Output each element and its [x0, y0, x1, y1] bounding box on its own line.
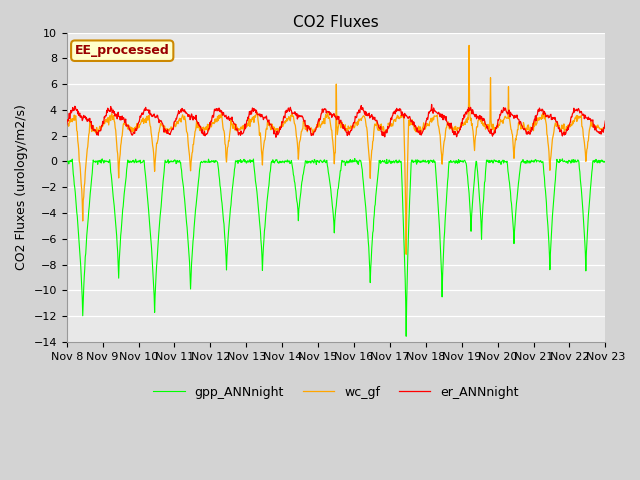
wc_gf	[465, 43, 473, 48]
er_ANNnight	[453, 132, 461, 138]
Legend: gpp_ANNnight, wc_gf, er_ANNnight: gpp_ANNnight, wc_gf, er_ANNnight	[148, 381, 524, 404]
Line: gpp_ANNnight: gpp_ANNnight	[67, 158, 605, 336]
wc_gf	[263, 127, 271, 132]
wc_gf	[568, 123, 575, 129]
Line: er_ANNnight: er_ANNnight	[67, 105, 605, 137]
gpp_ANNnight	[602, 158, 609, 164]
gpp_ANNnight	[403, 334, 410, 339]
Title: CO2 Fluxes: CO2 Fluxes	[293, 15, 379, 30]
Text: EE_processed: EE_processed	[75, 44, 170, 57]
wc_gf	[403, 252, 410, 257]
wc_gf	[452, 127, 460, 132]
gpp_ANNnight	[341, 158, 349, 164]
wc_gf	[205, 121, 213, 127]
gpp_ANNnight	[63, 158, 70, 164]
wc_gf	[63, 126, 70, 132]
er_ANNnight	[263, 117, 271, 122]
er_ANNnight	[205, 126, 213, 132]
er_ANNnight	[428, 102, 435, 108]
er_ANNnight	[568, 114, 575, 120]
Y-axis label: CO2 Fluxes (urology/m2/s): CO2 Fluxes (urology/m2/s)	[15, 104, 28, 270]
er_ANNnight	[341, 126, 349, 132]
er_ANNnight	[133, 124, 141, 130]
er_ANNnight	[272, 134, 280, 140]
gpp_ANNnight	[453, 158, 461, 164]
er_ANNnight	[63, 122, 70, 128]
Line: wc_gf: wc_gf	[67, 46, 605, 254]
gpp_ANNnight	[568, 159, 575, 165]
gpp_ANNnight	[133, 159, 141, 165]
gpp_ANNnight	[263, 200, 271, 205]
er_ANNnight	[602, 118, 609, 124]
wc_gf	[341, 128, 349, 133]
wc_gf	[133, 120, 141, 126]
gpp_ANNnight	[351, 156, 358, 161]
wc_gf	[602, 121, 609, 127]
gpp_ANNnight	[205, 158, 213, 164]
